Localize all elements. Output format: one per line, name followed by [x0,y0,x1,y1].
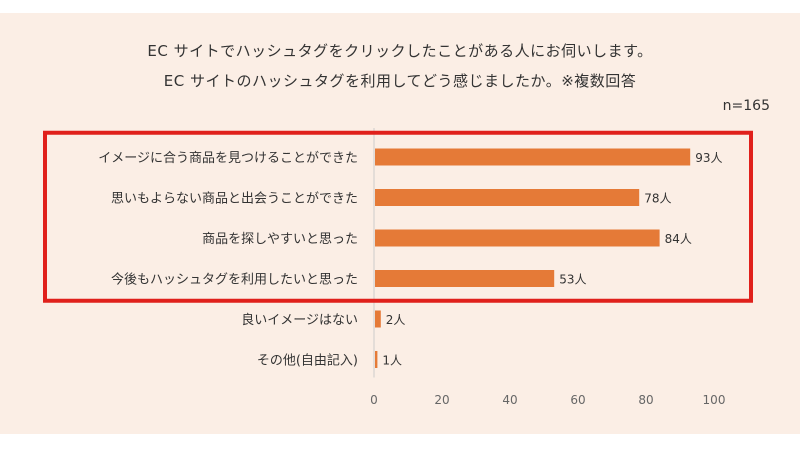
chart-panel [0,13,800,434]
data-label: 78人 [644,192,671,206]
highlight-box [43,130,753,303]
bar [375,229,660,247]
data-label: 93人 [695,151,722,165]
category-label: 良いイメージはない [241,312,358,328]
bar [375,351,378,368]
category-label: その他(自由記入) [257,353,358,369]
chart-title: EC サイトでハッシュタグをクリックしたことがある人にお伺いします。 [147,42,653,60]
sample-size-label: n=165 [722,98,770,114]
x-tick-label: 20 [434,393,449,407]
x-tick-label: 40 [502,393,517,407]
category-label: イメージに合う商品を見つけることができた [98,151,358,166]
data-label: 2人 [386,313,406,327]
bar [375,310,381,328]
category-label: 商品を探しやすいと思った [202,232,358,247]
x-tick-label: 100 [703,393,726,407]
data-label: 53人 [559,273,586,287]
x-tick-label: 0 [370,393,378,407]
bar [375,189,640,206]
category-label: 今後もハッシュタグを利用したいと思った [111,272,358,288]
x-tick-label: 60 [570,393,585,407]
bar [375,148,691,166]
data-label: 84人 [665,232,692,246]
chart-subtitle: EC サイトのハッシュタグを利用してどう感じましたか。※複数回答 [163,72,637,90]
data-label: 1人 [382,354,402,368]
bar [375,270,555,287]
x-tick-label: 80 [638,393,653,407]
category-label: 思いもよらない商品と出会うことができた [111,192,358,207]
